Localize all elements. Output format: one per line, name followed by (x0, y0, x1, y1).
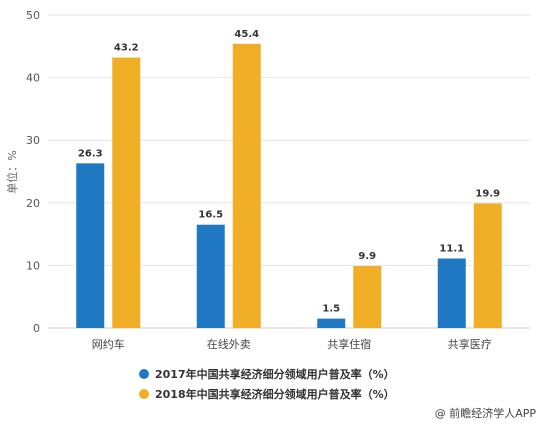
y-tick-label: 10 (26, 259, 40, 272)
legend-marker-2018 (139, 389, 149, 399)
y-axis-ticks: 0 10 20 30 40 50 (26, 9, 40, 335)
data-labels: 26.3 43.2 16.5 45.4 1.5 9.9 11.1 19.9 (78, 29, 500, 315)
data-label: 43.2 (114, 43, 139, 54)
legend-marker-2017 (139, 369, 149, 379)
bar (196, 224, 225, 328)
legend-label-2018: 2018年中国共享经济细分领域用户普及率（%） (155, 387, 395, 401)
data-label: 19.9 (475, 188, 500, 199)
x-category-label: 共享住宿 (327, 337, 371, 351)
y-axis-label: 单位：% (5, 150, 19, 193)
y-tick-label: 50 (26, 9, 40, 22)
legend-label-2017: 2017年中国共享经济细分领域用户普及率（%） (155, 367, 395, 381)
bar (112, 57, 141, 329)
x-category-label: 共享医疗 (448, 337, 492, 351)
legend: 2017年中国共享经济细分领域用户普及率（%） 2018年中国共享经济细分领域用… (139, 367, 395, 401)
bar (317, 318, 346, 328)
data-label: 26.3 (78, 148, 103, 159)
x-category-label: 网约车 (92, 337, 125, 351)
bars (76, 43, 502, 329)
data-label: 9.9 (358, 251, 376, 262)
bar (437, 258, 466, 328)
data-label: 11.1 (439, 244, 464, 255)
x-category-label: 在线外卖 (207, 337, 251, 351)
source-credit: @ 前瞻经济学人APP (434, 407, 536, 420)
x-axis-categories: 网约车 在线外卖 共享住宿 共享医疗 (92, 337, 492, 351)
bar (76, 163, 105, 328)
y-tick-label: 20 (26, 197, 40, 210)
data-label: 1.5 (322, 304, 340, 315)
y-tick-label: 40 (26, 72, 40, 85)
data-label: 45.4 (234, 29, 259, 40)
y-tick-label: 30 (26, 134, 40, 147)
y-tick-label: 0 (33, 322, 40, 335)
bar (232, 43, 261, 329)
bar (473, 203, 502, 328)
data-label: 16.5 (198, 210, 223, 221)
bar (353, 266, 382, 328)
